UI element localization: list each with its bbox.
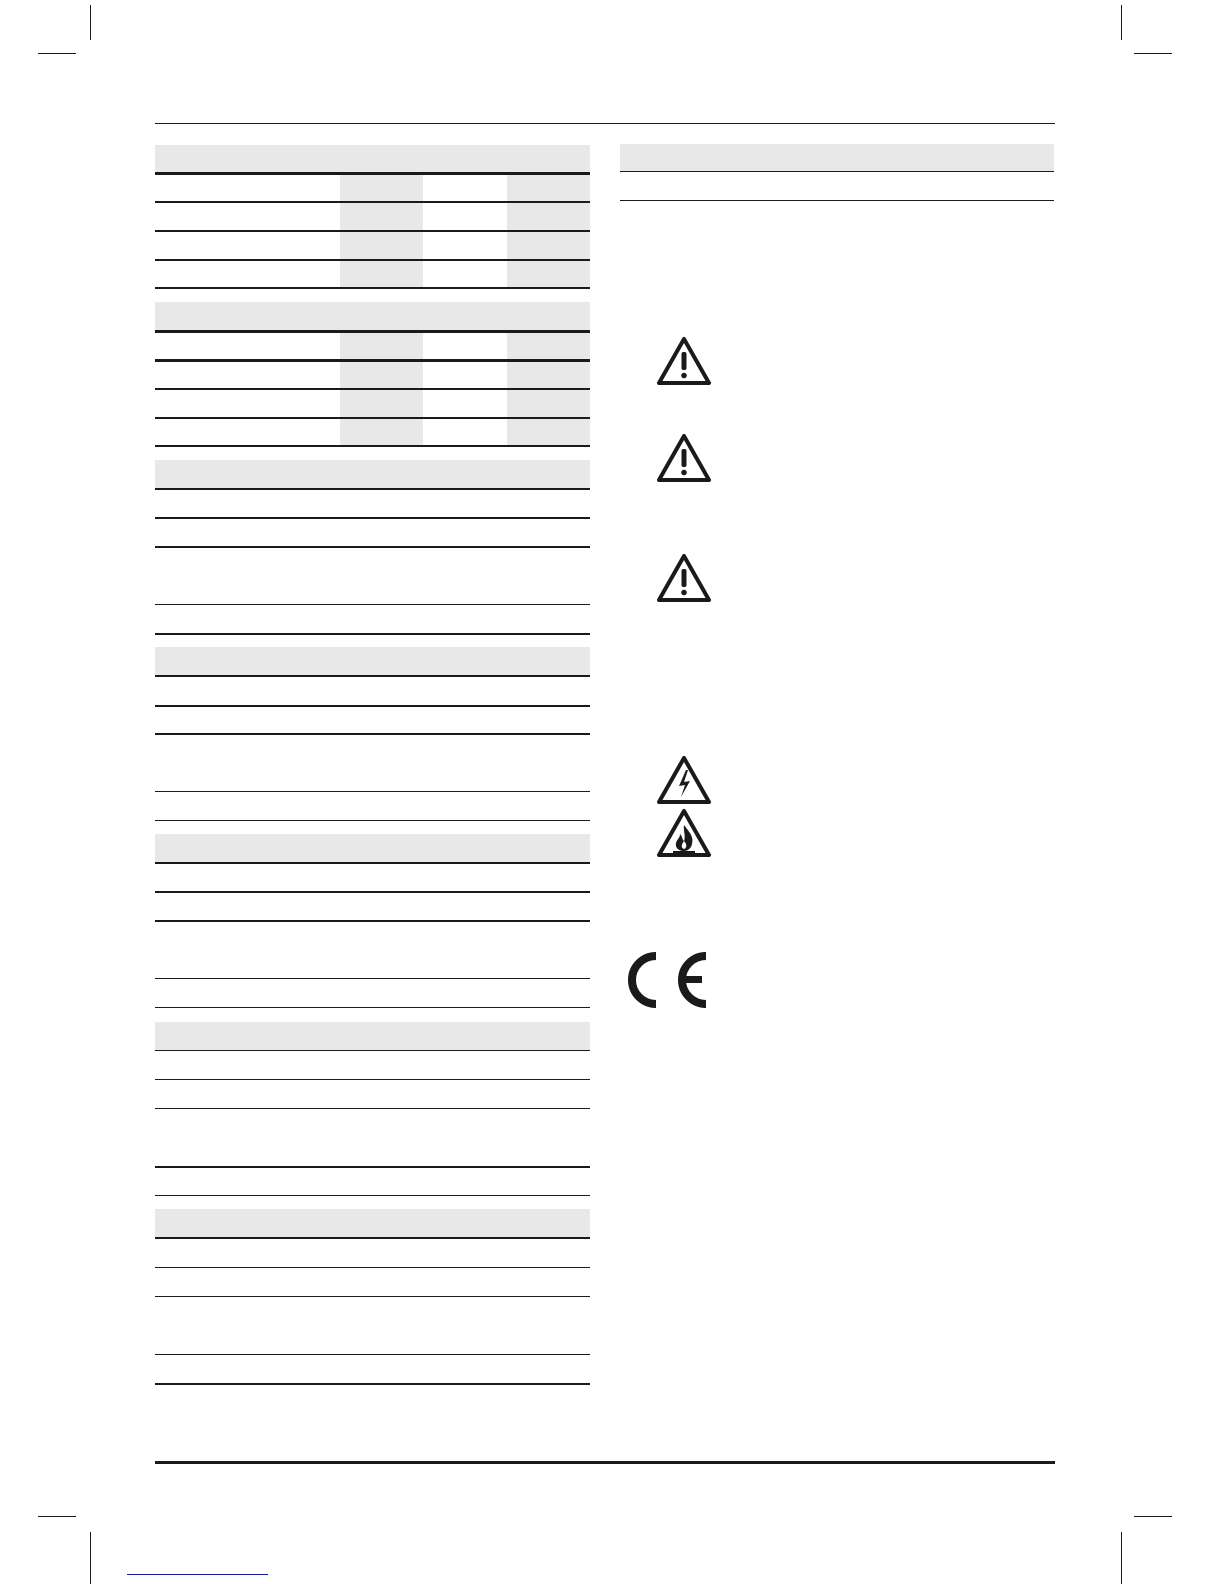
crop-mark [1121,1532,1122,1584]
table-row-rule [155,259,590,261]
warning-icon [657,554,711,602]
table-row-rule [155,445,590,447]
table-row-rule [155,230,590,232]
table-row-rule [155,1166,590,1168]
electric-shock-warning-icon [657,756,711,804]
table-row-rule [155,1007,590,1008]
ce-mark-icon [628,952,707,1008]
table-row-rule [155,172,590,175]
table-row-rule [155,488,590,490]
table-row-rule [155,1079,590,1080]
crop-mark [38,53,76,54]
table-row-rule [155,675,590,677]
table-row-rule [155,330,590,333]
table-row-rule [155,604,590,605]
table-header-2 [155,302,590,330]
header-rule [155,123,1055,124]
table-header-5 [155,834,590,862]
table-header-4 [155,647,590,675]
table-shaded-column [340,172,423,287]
table-row-rule [155,359,590,362]
table-row-rule [155,1296,590,1297]
table-row-rule [155,820,590,821]
crop-mark [90,1532,91,1584]
table-row-rule [155,1267,590,1268]
crop-mark [1121,5,1122,40]
table-row-rule [155,1237,590,1239]
table-row-rule [155,1108,590,1109]
fire-warning-icon [657,809,711,857]
footer-rule [155,1461,1055,1464]
table-row-rule [155,287,590,289]
table-shaded-column [507,330,590,445]
table-row-rule [155,733,590,735]
crop-mark [38,1516,76,1517]
table-row-rule [620,200,1054,201]
table-header-3 [155,460,590,488]
table-row-rule [155,978,590,979]
table-row-rule [155,517,590,519]
table-shaded-column [507,172,590,287]
table-row-rule [155,1354,590,1355]
table-row-rule [620,171,1054,172]
table-header-1 [155,145,590,172]
link-underline [127,1574,268,1575]
table-row-rule [155,1383,590,1385]
table-row-rule [155,633,590,635]
table-row-rule [155,417,590,419]
table-row-rule [155,1050,590,1051]
crop-mark [1134,1516,1172,1517]
table-row-rule [155,891,590,893]
table-row-rule [155,862,590,864]
table-header-right [620,144,1054,171]
table-row-rule [155,388,590,390]
table-row-rule [155,546,590,548]
table-row-rule [155,791,590,792]
table-row-rule [155,705,590,707]
crop-mark [1134,53,1172,54]
table-row-rule [155,1195,590,1196]
table-row-rule [155,201,590,203]
table-shaded-column [340,330,423,445]
table-header-7 [155,1209,590,1237]
table-header-6 [155,1022,590,1050]
table-row-rule [155,920,590,922]
crop-mark [90,5,91,40]
warning-icon [657,434,711,482]
warning-icon [657,337,711,385]
